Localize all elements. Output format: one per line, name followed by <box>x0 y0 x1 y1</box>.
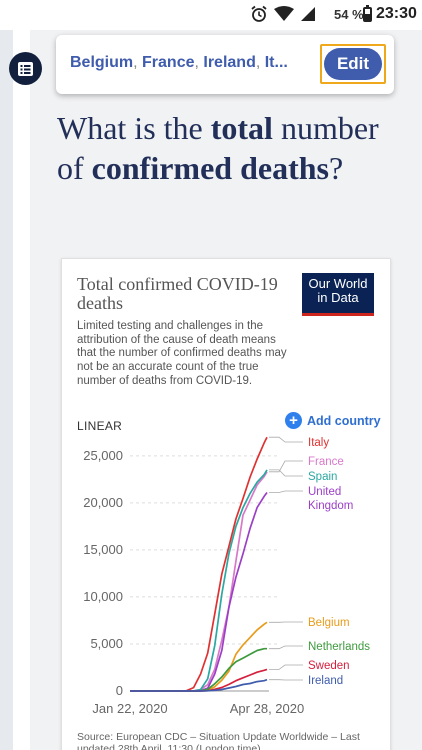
country-france: France <box>142 54 195 71</box>
page-heading: What is the total number of confirmed de… <box>57 110 379 186</box>
chart-subtitle: Limited testing and challenges in the at… <box>77 320 287 387</box>
table-of-contents-button[interactable] <box>9 52 42 85</box>
add-country-label: Add country <box>307 413 381 428</box>
series-leader-line <box>269 490 303 493</box>
y-tick-label: 0 <box>116 683 123 698</box>
series-label: Spain <box>308 471 337 483</box>
heading-bold-total: total <box>210 110 273 146</box>
y-tick-label: 15,000 <box>83 542 123 557</box>
owid-logo[interactable]: Our World in Data <box>302 273 374 316</box>
x-tick-label: Apr 28, 2020 <box>230 701 304 716</box>
series-leader-line <box>269 436 303 443</box>
alarm-icon <box>251 5 267 22</box>
y-tick-label: 5,000 <box>90 636 123 651</box>
series-label: Ireland <box>308 675 343 687</box>
series-leader-line <box>269 469 303 477</box>
y-tick-label: 20,000 <box>83 495 123 510</box>
edit-countries-button[interactable]: Edit <box>320 44 386 84</box>
list-icon <box>18 61 33 76</box>
battery-icon <box>363 5 372 22</box>
series-line-france <box>130 471 268 692</box>
series-line-sweden <box>130 668 268 692</box>
series-leader-line <box>269 645 303 650</box>
series-line-italy <box>129 436 268 692</box>
country-selector: Belgium, France, Ireland, It... Edit <box>56 35 394 94</box>
series-leader-line <box>269 460 303 473</box>
plus-icon: + <box>285 412 302 429</box>
clock: 23:30 <box>376 5 417 22</box>
chart-card: Total confirmed COVID-19 deaths Limited … <box>61 258 391 750</box>
battery-percent: 54 % <box>334 7 364 22</box>
edit-button-label: Edit <box>324 48 382 80</box>
series-leader-line <box>269 664 303 670</box>
country-belgium: Belgium <box>70 54 134 71</box>
series-label: United <box>308 486 341 498</box>
series-label: Kingdom <box>308 500 353 512</box>
deaths-line-chart: 0 5,000 10,000 15,000 20,000 25,000 Jan 22, 20… <box>83 436 370 716</box>
y-tick-label: 10,000 <box>83 589 123 604</box>
heading-bold-deaths: confirmed deaths <box>91 150 329 186</box>
status-bar: 54 % 23:30 <box>0 0 422 30</box>
series-line-united-kingdom <box>130 491 268 692</box>
scale-toggle[interactable]: LINEAR <box>77 419 123 433</box>
series-label: Belgium <box>308 617 350 629</box>
series-label: Sweden <box>308 660 350 672</box>
series-label: France <box>308 456 344 468</box>
x-tick-label: Jan 22, 2020 <box>92 701 167 716</box>
chart-source: Source: European CDC – Situation Update … <box>77 731 360 750</box>
series-label: Netherlands <box>308 641 370 653</box>
status-icons <box>250 5 316 23</box>
wifi-icon <box>274 6 294 21</box>
side-rail <box>0 30 13 750</box>
series-line-ireland <box>130 678 268 692</box>
selected-countries[interactable]: Belgium, France, Ireland, It... <box>70 54 288 71</box>
add-country-button[interactable]: + Add country <box>285 412 381 429</box>
country-ireland: Ireland <box>203 54 256 71</box>
y-tick-label: 25,000 <box>83 448 123 463</box>
country-truncated: It... <box>264 54 288 71</box>
series-label: Italy <box>308 437 329 449</box>
chart-title: Total confirmed COVID-19 deaths <box>77 274 278 313</box>
signal-icon <box>301 7 315 21</box>
